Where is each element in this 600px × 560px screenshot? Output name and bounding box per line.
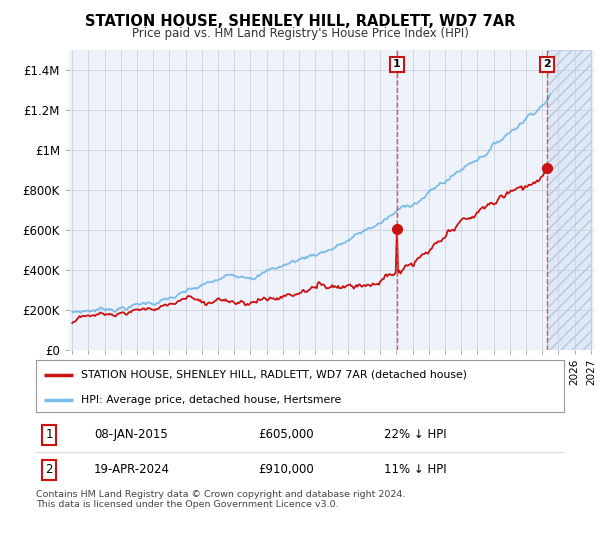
Text: 2: 2: [46, 463, 53, 476]
Text: 08-JAN-2015: 08-JAN-2015: [94, 428, 168, 441]
Text: STATION HOUSE, SHENLEY HILL, RADLETT, WD7 7AR: STATION HOUSE, SHENLEY HILL, RADLETT, WD…: [85, 14, 515, 29]
Text: Price paid vs. HM Land Registry's House Price Index (HPI): Price paid vs. HM Land Registry's House …: [131, 27, 469, 40]
Text: 1: 1: [393, 59, 401, 69]
Text: Contains HM Land Registry data © Crown copyright and database right 2024.
This d: Contains HM Land Registry data © Crown c…: [36, 490, 406, 510]
Text: 19-APR-2024: 19-APR-2024: [94, 463, 170, 476]
Text: £910,000: £910,000: [258, 463, 314, 476]
Text: HPI: Average price, detached house, Hertsmere: HPI: Average price, detached house, Hert…: [81, 395, 341, 405]
Text: £605,000: £605,000: [258, 428, 313, 441]
Text: 11% ↓ HPI: 11% ↓ HPI: [385, 463, 447, 476]
Text: 1: 1: [46, 428, 53, 441]
Text: STATION HOUSE, SHENLEY HILL, RADLETT, WD7 7AR (detached house): STATION HOUSE, SHENLEY HILL, RADLETT, WD…: [81, 370, 467, 380]
Text: 22% ↓ HPI: 22% ↓ HPI: [385, 428, 447, 441]
Text: 2: 2: [543, 59, 551, 69]
